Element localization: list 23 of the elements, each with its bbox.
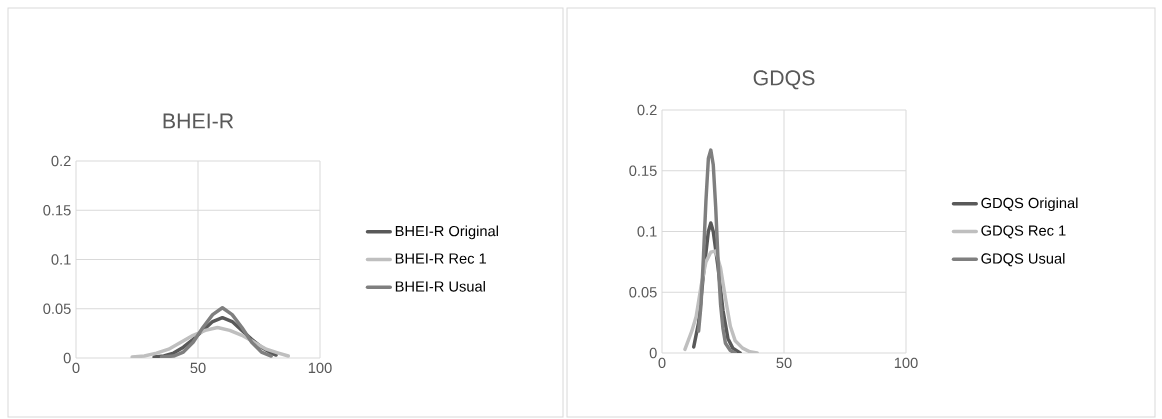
legend-label: BHEI-R Rec 1 bbox=[395, 253, 487, 264]
chart-title: BHEI-R bbox=[163, 113, 234, 129]
x-tick-label: 50 bbox=[776, 357, 792, 369]
y-tick-label: 0.1 bbox=[637, 226, 657, 237]
legend-label: GDQS Original bbox=[981, 197, 1078, 212]
x-tick-label: 0 bbox=[658, 357, 666, 369]
y-tick-label: 0.05 bbox=[43, 303, 71, 314]
legend-label: GDQS Rec 1 bbox=[981, 225, 1066, 239]
legend-label: BHEI-R Usual bbox=[395, 280, 485, 292]
legend-label: GDQS Usual bbox=[981, 252, 1065, 267]
legend-label: BHEI-R Original bbox=[395, 225, 498, 240]
x-tick-label: 50 bbox=[190, 362, 206, 374]
y-tick-label: 0.05 bbox=[629, 287, 657, 298]
y-tick-label: 0.2 bbox=[51, 155, 71, 167]
x-tick-label: 0 bbox=[72, 362, 80, 374]
y-tick-label: 0 bbox=[649, 347, 657, 359]
y-tick-label: 0.15 bbox=[629, 165, 657, 176]
x-tick-label: 100 bbox=[894, 357, 918, 369]
y-tick-label: 0.2 bbox=[637, 104, 657, 116]
y-tick-label: 0.15 bbox=[43, 205, 71, 216]
x-tick-label: 100 bbox=[308, 362, 332, 374]
y-tick-label: 0.1 bbox=[51, 254, 71, 265]
chart-title: GDQS bbox=[753, 70, 815, 90]
